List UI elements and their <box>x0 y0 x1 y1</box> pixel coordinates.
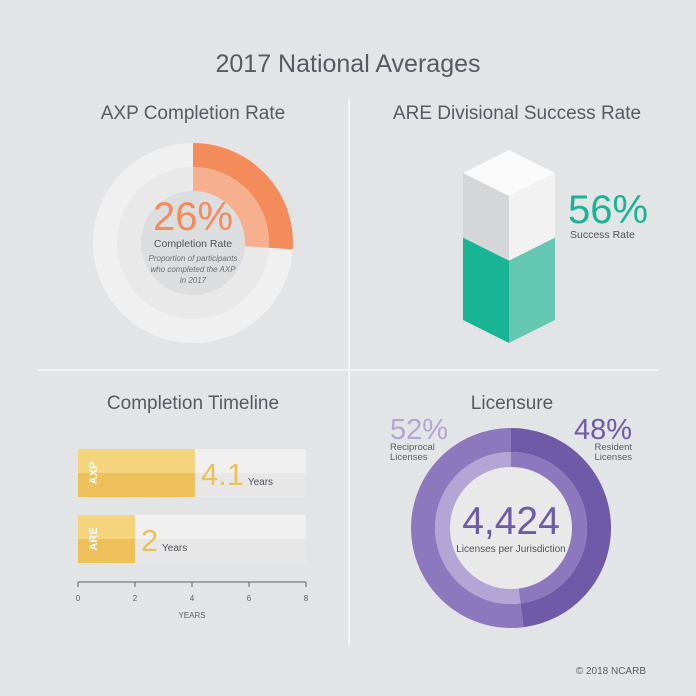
licensure-total: 4,424 <box>462 500 560 543</box>
resident-value: 48% <box>574 414 632 446</box>
licensure-reciprocal-slice <box>411 428 524 628</box>
timeline-bar-top <box>78 515 135 539</box>
timeline-value: 4.1 <box>201 457 244 492</box>
timeline-bar-bottom <box>78 539 135 563</box>
axp-completion-caption: Completion Rate <box>154 238 232 250</box>
axp-completion-arc-outer <box>192 143 293 250</box>
axp-completion-chart: 26% Completion Rate Proportion of partic… <box>93 143 293 343</box>
reciprocal-value: 52% <box>390 414 448 446</box>
axp-note-line-3: in 2017 <box>180 276 207 285</box>
timeline-unit: Years <box>162 543 187 554</box>
timeline-value: 2 <box>141 523 158 558</box>
axp-completion-value: 26% <box>153 195 233 239</box>
page-title: 2017 National Averages <box>215 50 481 78</box>
resident-label-line-2: Licenses <box>595 452 633 463</box>
horizontal-divider <box>38 369 658 371</box>
cube-fill-left-face <box>463 237 509 343</box>
timeline-bar-top <box>78 449 195 473</box>
timeline-category-label: ARE <box>88 527 100 550</box>
completion-timeline-heading: Completion Timeline <box>106 393 280 414</box>
timeline-bar-bottom <box>78 473 195 497</box>
licensure-chart: 4,424 Licenses per Jurisdiction 52% Reci… <box>390 414 633 628</box>
cube-empty-right-face <box>509 173 555 261</box>
cube-fill-right-face <box>509 237 555 343</box>
are-success-chart: 56% Success Rate <box>463 150 648 343</box>
axp-note-line-2: who completed the AXP <box>150 265 236 274</box>
licensure-reciprocal-slice <box>435 452 521 604</box>
timeline-tick-label: 6 <box>247 594 252 603</box>
licensure-resident-slice <box>510 452 587 604</box>
axp-note-line-1: Proportion of participants <box>149 254 238 263</box>
timeline-tick-label: 8 <box>304 594 309 603</box>
licensure-total-caption: Licenses per Jurisdiction <box>456 544 566 555</box>
axp-center <box>141 191 245 295</box>
timeline-tick-label: 4 <box>190 594 195 603</box>
are-success-caption: Success Rate <box>570 229 635 241</box>
timeline-category-label: AXP <box>88 462 100 485</box>
vertical-divider <box>348 98 350 646</box>
resident-label-line-1: Resident <box>595 442 633 453</box>
timeline-tick-label: 0 <box>76 594 81 603</box>
timeline-unit: Years <box>248 477 273 488</box>
are-success-value: 56% <box>568 188 648 232</box>
axp-completion-arc-inner <box>192 167 269 248</box>
licensure-center <box>450 467 572 589</box>
reciprocal-label-line-1: Reciprocal <box>390 442 435 453</box>
reciprocal-label-line-2: Licenses <box>390 452 428 463</box>
axp-completion-heading: AXP Completion Rate <box>100 103 286 124</box>
completion-timeline-chart: AXP 4.1 Years ARE 2 Years 0 2 4 6 8 YEARS <box>76 449 309 620</box>
timeline-axis-label: YEARS <box>178 611 205 620</box>
cube-empty-left-face <box>463 173 509 261</box>
are-success-heading: ARE Divisional Success Rate <box>392 103 642 124</box>
timeline-tick-label: 2 <box>133 594 138 603</box>
licensure-heading: Licensure <box>470 393 554 414</box>
licensure-resident-slice <box>510 428 612 628</box>
copyright-footer: © 2018 NCARB <box>575 666 646 677</box>
